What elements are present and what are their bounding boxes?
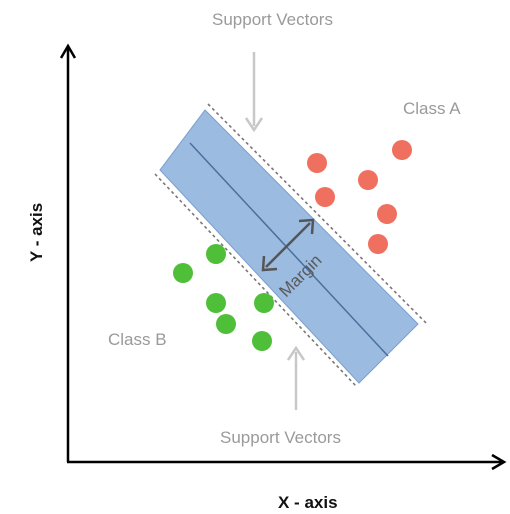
class-b-point xyxy=(206,293,226,313)
class-a-point xyxy=(307,153,327,173)
class-b-point xyxy=(216,314,236,334)
class-a-point xyxy=(358,170,378,190)
y-axis-arrowhead xyxy=(59,43,77,59)
class-a-label: Class A xyxy=(403,99,461,118)
class-b-label: Class B xyxy=(108,330,167,349)
x-axis-label: X - axis xyxy=(278,493,338,512)
margin-band xyxy=(154,103,428,387)
class-b-point xyxy=(252,331,272,351)
class-a-points xyxy=(307,140,412,254)
support-vector-arrow-top xyxy=(244,52,264,133)
support-vectors-bottom-label: Support Vectors xyxy=(220,428,341,447)
class-b-points xyxy=(173,244,274,351)
class-a-point xyxy=(377,204,397,224)
margin-arrow xyxy=(261,218,315,272)
class-a-point xyxy=(315,187,335,207)
class-b-point xyxy=(173,263,193,283)
class-a-point xyxy=(392,140,412,160)
margin-band-fill xyxy=(159,109,419,384)
support-vectors-top-label: Support Vectors xyxy=(212,10,333,29)
support-vector-line-upper xyxy=(207,103,428,325)
decision-boundary-line xyxy=(189,142,389,357)
class-b-point xyxy=(206,244,226,264)
class-a-point xyxy=(368,234,388,254)
support-vector-line-lower xyxy=(154,173,357,387)
support-vector-arrow-bottom xyxy=(286,345,306,410)
axes xyxy=(59,43,507,471)
class-b-point xyxy=(254,293,274,313)
x-axis-arrowhead xyxy=(491,453,507,471)
y-axis-label: Y - axis xyxy=(27,203,46,262)
